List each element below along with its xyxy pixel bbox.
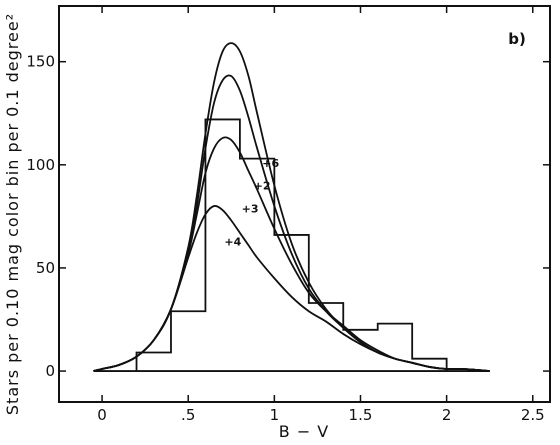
x-tick-label: 1 [270,406,280,424]
histogram-bar [378,324,412,371]
histogram-layer [135,118,448,372]
curve-labels-layer: +6 +2 +3 +4 [224,157,279,248]
curve-label: +6 [262,157,279,170]
panel-label: b) [508,30,526,48]
x-tick-label: .5 [181,406,195,424]
x-axis-title: B − V [279,422,330,441]
x-tick-label: 1.5 [349,406,373,424]
x-tick-label: 0 [97,406,107,424]
ticks-layer: 0 .5 1 1.5 2 2.5 0 50 100 150 [26,6,550,424]
y-axis-title: Stars per 0.10 mag color bin per 0.1 deg… [3,13,22,415]
curve-label: +2 [254,180,271,193]
plot-frame [58,5,551,403]
curve-label: +4 [224,235,241,248]
y-tick-label: 150 [26,53,55,71]
x-tick-label: 2 [442,406,452,424]
curve-label: +3 [242,202,259,215]
x-tick-label: 2.5 [521,406,545,424]
histogram-steps [135,118,448,372]
histogram-bar [171,311,205,371]
histogram-bar [309,303,343,371]
curves-layer [93,42,490,372]
y-tick-label: 0 [45,362,55,380]
y-tick-label: 100 [26,156,55,174]
y-tick-label: 50 [36,259,55,277]
histogram-bar [137,353,171,372]
model-curve-plus4 [93,205,490,372]
